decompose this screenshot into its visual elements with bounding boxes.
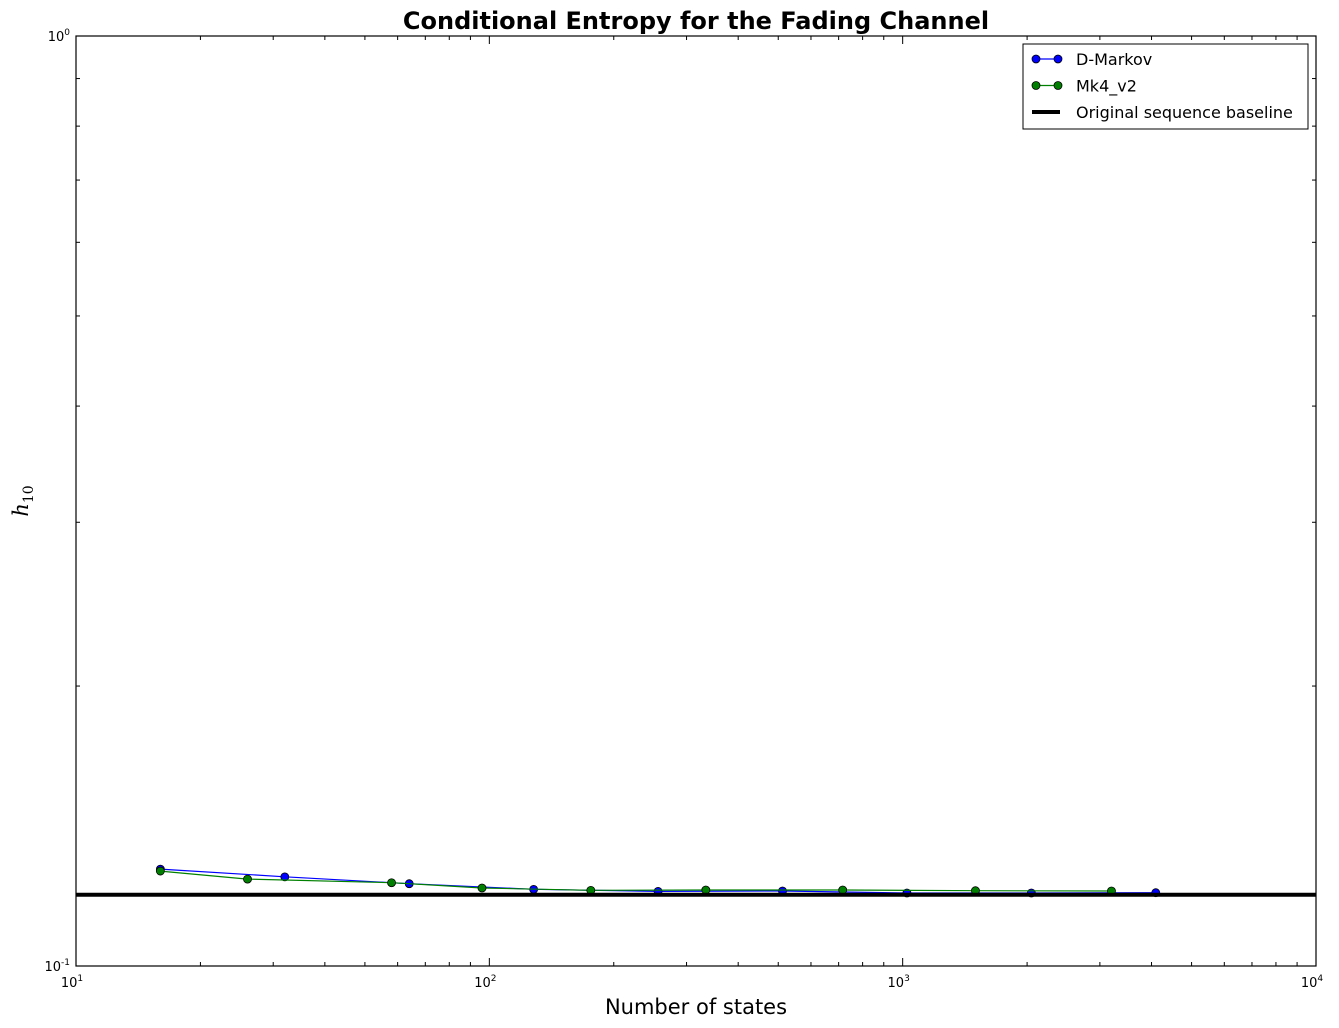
legend-box: [1022, 43, 1309, 130]
y-axis-label-subscript: 10: [21, 485, 37, 503]
plot-area: [75, 35, 1317, 967]
data-point: [155, 866, 165, 876]
legend-marker: [1031, 54, 1041, 64]
series-layer: [76, 864, 1316, 898]
legend-marker: [1031, 81, 1041, 90]
legend-marker: [1053, 81, 1063, 90]
legend-label: Original sequence baseline: [1076, 103, 1293, 122]
y-axis-label-base: h: [9, 503, 33, 517]
chart-title: Conditional Entropy for the Fading Chann…: [403, 7, 989, 35]
y-axis-label: h10: [9, 485, 37, 516]
data-point: [280, 872, 290, 882]
legend: D-Markov Mk4_v2 Original sequence baseline: [1022, 43, 1309, 130]
data-point: [243, 874, 252, 884]
data-point: [387, 878, 396, 888]
x-axis-label: Number of states: [605, 995, 787, 1019]
legend-label: Mk4_v2: [1076, 77, 1137, 97]
y-tick-label: 100: [48, 28, 71, 45]
x-tick-label: 103: [888, 974, 910, 991]
x-tick-label: 101: [61, 974, 83, 991]
y-tick-label: 10-1: [44, 958, 70, 975]
x-tick-label: 102: [474, 974, 496, 991]
x-tick-label: 104: [1301, 974, 1324, 991]
y-axis-ticks: 10-1 100: [44, 28, 1316, 975]
data-point: [477, 883, 487, 893]
legend-label: D-Markov: [1076, 50, 1152, 69]
x-axis-ticks: 101 102 103 104: [61, 36, 1324, 991]
legend-marker: [1053, 54, 1063, 64]
